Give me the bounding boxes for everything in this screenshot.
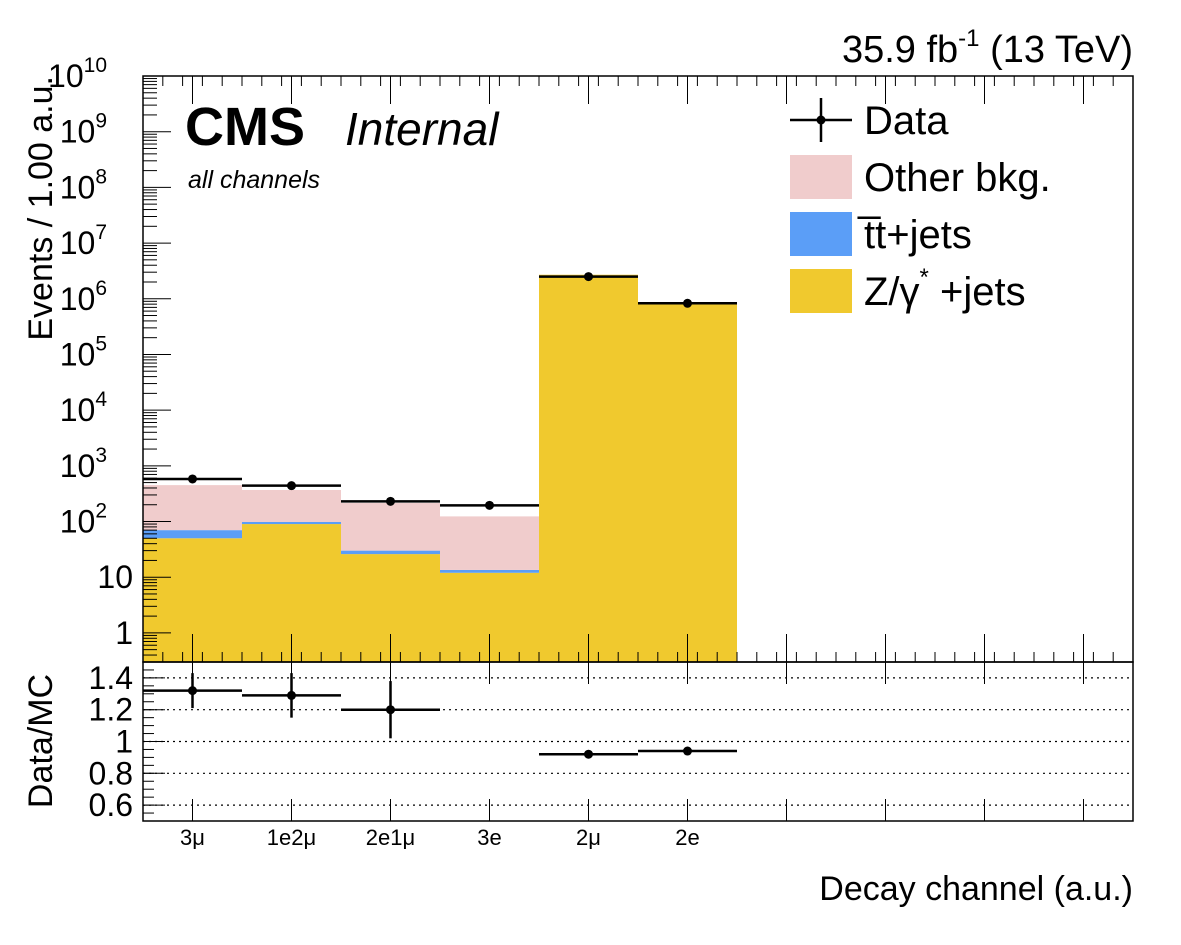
main-ytick-label-10: 1010 — [48, 54, 107, 94]
data-point-2 — [386, 496, 395, 506]
main-data-points — [143, 272, 737, 510]
bar-other-1 — [242, 489, 341, 522]
main-ytick-exp-7: 7 — [95, 221, 107, 244]
legend-swatch-other — [790, 155, 852, 199]
main-ytick-base-5: 10 — [60, 336, 96, 372]
bar-ttbar-3 — [440, 569, 539, 573]
lumi-suffix: (13 TeV) — [980, 29, 1133, 71]
bar-ttbar-2 — [341, 550, 440, 555]
legend-data-dot — [816, 115, 826, 125]
data-point-5 — [683, 298, 692, 308]
legend-swatch-zjets — [790, 269, 852, 313]
category-label-5: 2e — [675, 825, 699, 850]
main-ytick-base-3: 10 — [60, 448, 96, 484]
lumi-label: 35.9 fb-1 (13 TeV) — [842, 25, 1133, 71]
ratio-ytick-label-2: 1 — [115, 724, 133, 760]
category-label-1: 1e2μ — [267, 825, 316, 850]
main-stack-bars — [143, 274, 737, 662]
main-ytick-label-8: 108 — [60, 165, 107, 205]
main-y-label: Events / 1.00 a.u. — [22, 76, 60, 341]
main-ytick-label-0: 1 — [115, 615, 133, 651]
lumi-prefix: 35.9 fb — [842, 29, 958, 71]
ratio-point-4 — [683, 746, 692, 756]
main-ytick-exp-3: 3 — [95, 444, 107, 467]
ratio-point-0 — [188, 686, 197, 696]
legend-label-3: Z/γ* +jets — [864, 264, 1026, 314]
ratio-y-axis: 0.60.811.21.4 — [89, 660, 165, 823]
bar-zjets-4 — [539, 274, 638, 662]
main-ytick-label-3: 103 — [60, 444, 107, 484]
category-label-0: 3μ — [180, 825, 205, 850]
main-ytick-label-6: 106 — [60, 277, 107, 317]
main-ytick-label-9: 109 — [60, 110, 107, 150]
main-ytick-exp-9: 9 — [95, 110, 107, 133]
main-x-ticks — [142, 76, 1134, 662]
ratio-point-3 — [584, 749, 593, 759]
lumi-exp: -1 — [958, 25, 979, 52]
main-ytick-exp-10: 10 — [84, 54, 107, 77]
main-ytick-base-10: 10 — [48, 58, 84, 94]
data-point-4 — [584, 272, 593, 282]
main-ytick-label-5: 105 — [60, 332, 107, 372]
bar-other-3 — [440, 516, 539, 570]
main-ytick-base-8: 10 — [60, 169, 96, 205]
bar-other-0 — [143, 485, 242, 531]
main-ytick-exp-6: 6 — [95, 277, 107, 300]
ratio-x-ticks — [192, 662, 1084, 821]
data-point-3 — [485, 500, 494, 510]
main-ytick-label-4: 104 — [60, 388, 108, 428]
category-label-3: 3e — [477, 825, 501, 850]
main-ytick-base-9: 10 — [60, 114, 96, 150]
ratio-y-label: Data/MC — [22, 674, 60, 808]
category-labels: 3μ 1e2μ 2e1μ 3e 2μ 2e — [180, 825, 700, 850]
main-ytick-base-2: 10 — [60, 504, 96, 540]
ratio-ytick-label-3: 1.2 — [89, 692, 133, 728]
main-ytick-label-7: 107 — [60, 221, 107, 261]
category-label: all channels — [188, 166, 320, 194]
data-point-1 — [287, 481, 296, 491]
category-label-4: 2μ — [576, 825, 601, 850]
legend: Data Other bkg. t̅t+jets Z/γ* +jets — [790, 98, 1051, 314]
main-ytick-exp-8: 8 — [95, 165, 107, 188]
main-ytick-label-1: 10 — [97, 559, 133, 595]
ratio-ytick-label-1: 0.8 — [89, 755, 133, 791]
ratio-point-1 — [287, 690, 296, 700]
legend-label-1: Other bkg. — [864, 156, 1051, 200]
main-ytick-label-2: 102 — [60, 500, 107, 540]
cms-sublabel: Internal — [345, 103, 500, 155]
legend-swatch-ttbar — [790, 212, 852, 256]
bar-zjets-5 — [638, 302, 737, 662]
main-ytick-exp-2: 2 — [95, 500, 107, 523]
ratio-ytick-label-4: 1.4 — [89, 660, 133, 696]
legend-label-2: t̅t+jets — [857, 213, 972, 257]
main-ytick-base-7: 10 — [60, 225, 96, 261]
bar-ttbar-1 — [242, 521, 341, 525]
bar-other-2 — [341, 502, 440, 551]
ratio-ytick-label-0: 0.6 — [89, 787, 133, 823]
main-ytick-exp-4: 4 — [95, 388, 107, 411]
category-label-2: 2e1μ — [366, 825, 415, 850]
legend-label-0: Data — [864, 99, 949, 143]
data-point-0 — [188, 474, 197, 484]
main-ytick-base-6: 10 — [60, 281, 96, 317]
ratio-points — [143, 673, 737, 759]
cms-label: CMS — [185, 97, 305, 157]
x-axis-label: Decay channel (a.u.) — [819, 870, 1133, 908]
ratio-point-2 — [386, 705, 395, 715]
main-ytick-exp-5: 5 — [95, 332, 107, 355]
main-ytick-base-4: 10 — [60, 392, 96, 428]
bar-ttbar-0 — [143, 530, 242, 539]
